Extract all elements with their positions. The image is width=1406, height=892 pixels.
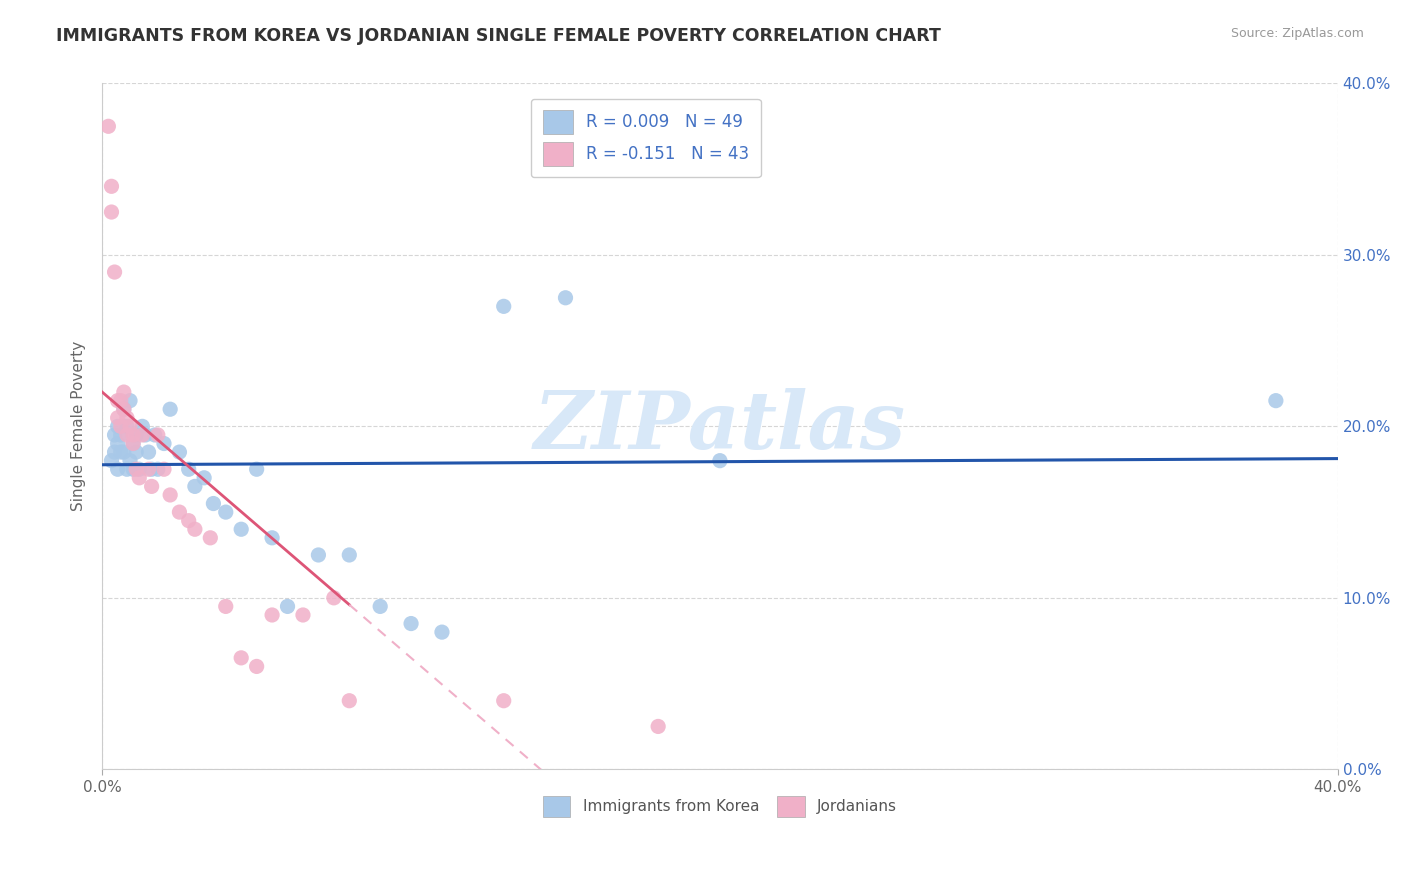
Point: [193, 471, 215, 485]
Point: [134, 428, 156, 442]
Point: [276, 599, 298, 614]
Point: [107, 462, 129, 476]
Point: [115, 462, 138, 476]
Text: Source: ZipAtlas.com: Source: ZipAtlas.com: [1230, 27, 1364, 40]
Legend: Immigrants from Korea, Jordanians: Immigrants from Korea, Jordanians: [537, 789, 903, 823]
Text: IMMIGRANTS FROM KOREA VS JORDANIAN SINGLE FEMALE POVERTY CORRELATION CHART: IMMIGRANTS FROM KOREA VS JORDANIAN SINGL…: [56, 27, 941, 45]
Point: [177, 462, 200, 476]
Point: [153, 436, 176, 450]
Point: [709, 453, 731, 467]
Point: [110, 428, 132, 442]
Point: [262, 531, 284, 545]
Point: [97, 120, 120, 134]
Point: [100, 179, 122, 194]
Point: [231, 651, 253, 665]
Point: [115, 428, 138, 442]
Point: [231, 522, 253, 536]
Point: [200, 531, 222, 545]
Point: [112, 445, 135, 459]
Point: [159, 488, 181, 502]
Point: [153, 462, 176, 476]
Point: [118, 393, 141, 408]
Point: [107, 419, 129, 434]
Point: [492, 299, 515, 313]
Point: [246, 659, 269, 673]
Point: [122, 428, 145, 442]
Point: [1264, 393, 1286, 408]
Point: [100, 205, 122, 219]
Point: [115, 410, 138, 425]
Point: [103, 265, 125, 279]
Point: [322, 591, 344, 605]
Y-axis label: Single Female Poverty: Single Female Poverty: [72, 342, 86, 511]
Text: ZIPatlas: ZIPatlas: [534, 388, 905, 465]
Point: [215, 599, 238, 614]
Point: [307, 548, 329, 562]
Point: [141, 462, 163, 476]
Point: [202, 496, 225, 510]
Point: [118, 453, 141, 467]
Point: [647, 719, 669, 733]
Point: [122, 436, 145, 450]
Point: [110, 393, 132, 408]
Point: [100, 453, 122, 467]
Point: [368, 599, 391, 614]
Point: [122, 436, 145, 450]
Point: [131, 428, 153, 442]
Point: [291, 607, 314, 622]
Point: [131, 419, 153, 434]
Point: [112, 402, 135, 417]
Point: [115, 419, 138, 434]
Point: [128, 462, 150, 476]
Point: [246, 462, 269, 476]
Point: [110, 445, 132, 459]
Point: [337, 694, 360, 708]
Point: [128, 471, 150, 485]
Point: [337, 548, 360, 562]
Point: [215, 505, 238, 519]
Point: [169, 445, 191, 459]
Point: [492, 694, 515, 708]
Point: [107, 436, 129, 450]
Point: [184, 522, 207, 536]
Point: [184, 479, 207, 493]
Point: [125, 428, 148, 442]
Point: [138, 462, 160, 476]
Point: [118, 419, 141, 434]
Point: [141, 479, 163, 493]
Point: [262, 607, 284, 622]
Point: [159, 402, 181, 417]
Point: [110, 419, 132, 434]
Point: [146, 428, 169, 442]
Point: [125, 462, 148, 476]
Point: [103, 428, 125, 442]
Point: [107, 410, 129, 425]
Point: [143, 428, 166, 442]
Point: [177, 514, 200, 528]
Point: [112, 385, 135, 400]
Point: [107, 393, 129, 408]
Point: [125, 445, 148, 459]
Point: [399, 616, 422, 631]
Point: [554, 291, 576, 305]
Point: [122, 462, 145, 476]
Point: [146, 462, 169, 476]
Point: [112, 402, 135, 417]
Point: [138, 445, 160, 459]
Point: [169, 505, 191, 519]
Point: [430, 625, 453, 640]
Point: [103, 445, 125, 459]
